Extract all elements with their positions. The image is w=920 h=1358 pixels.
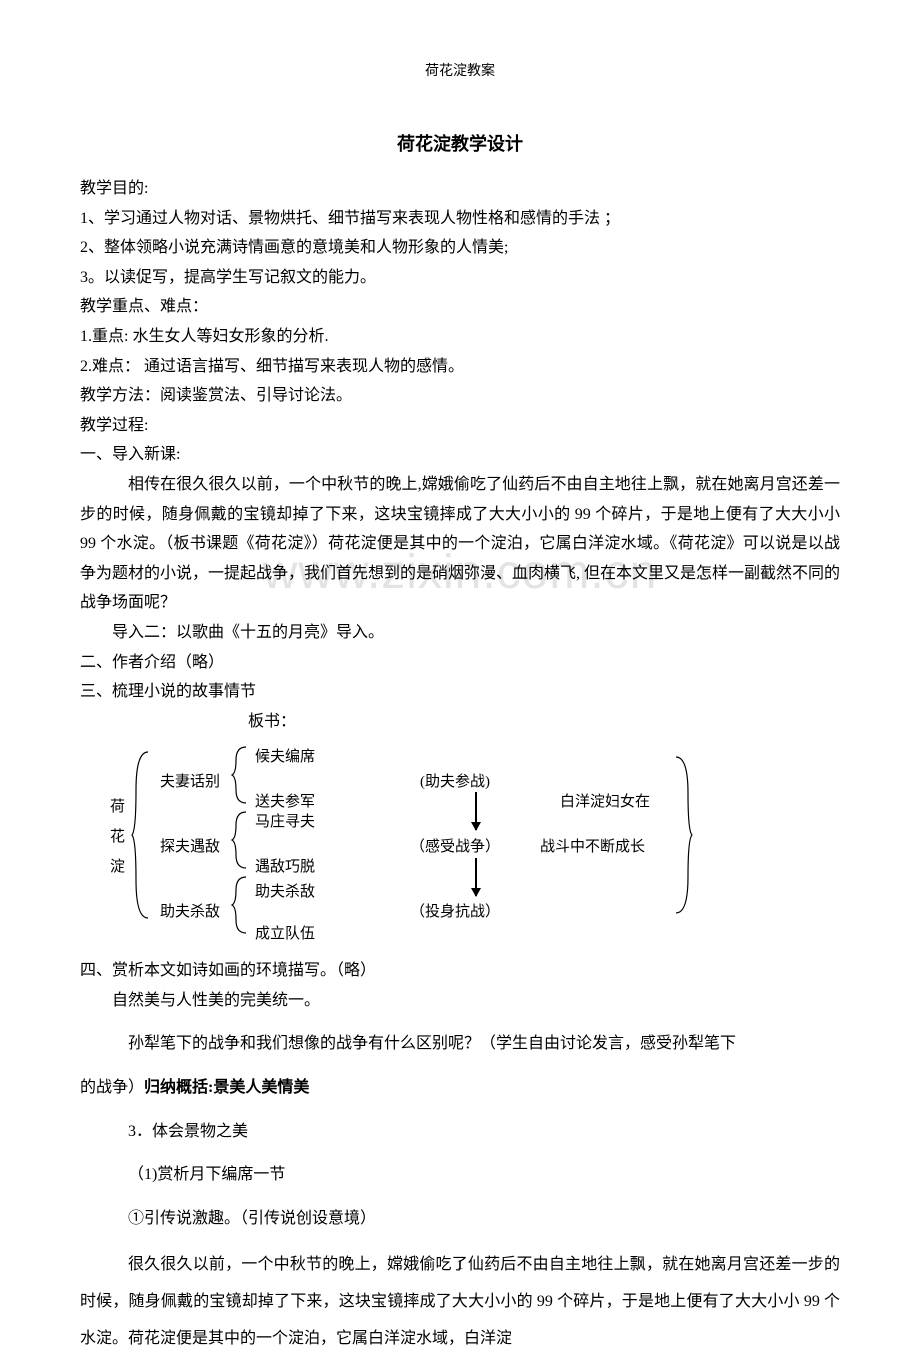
section-1: 一、导入新课: [80,440,840,470]
mid1: (助夫参战) [420,770,490,791]
g3-label: 助夫杀敌 [160,900,220,921]
g1-a: 候夫编席 [255,745,315,766]
focus-2: 2.难点： 通过语言描写、细节描写来表现人物的感情。 [80,352,840,382]
objective-1: 1、学习通过人物对话、景物烘托、细节描写来表现人物性格和感情的手法 ； [80,204,840,234]
running-header: 荷花淀教案 [80,60,840,80]
focus-label: 教学重点、难点： [80,292,840,322]
section-4-q2: 的战争）归纳概括:景美人美情美 [80,1073,840,1103]
section-4-d: ①引传说激趣。（引传说创设意境） [80,1204,840,1234]
brace-g3 [230,875,250,935]
section-4-q2-pre: 的战争） [80,1079,144,1096]
g2-a: 马庄寻夫 [255,810,315,831]
section-2: 二、作者介绍（略） [80,648,840,678]
section-4-c: （1)赏析月下编席一节 [80,1160,840,1190]
document-title: 荷花淀教学设计 [80,130,840,156]
g3-a: 助夫杀敌 [255,880,315,901]
brace-g1 [230,745,250,805]
section-4: 四、赏析本文如诗如画的环境描写。（略） [80,956,840,986]
g3-b: 成立队伍 [255,922,315,943]
g2-b: 遇敌巧脱 [255,855,315,876]
section-4-e: 很久很久以前，一个中秋节的晚上，嫦娥偷吃了仙药后不由自主地往上飘，就在她离月宫还… [80,1247,840,1357]
section-4-b: 3．体会景物之美 [80,1117,840,1147]
section-3-board: 板书： [80,707,840,737]
right2: 战斗中不断成长 [540,835,645,856]
objective-2: 2、整体领略小说充满诗情画意的意境美和人物形象的人情美; [80,233,840,263]
method: 教学方法：阅读鉴赏法、引导讨论法。 [80,381,840,411]
focus-1: 1.重点: 水生女人等妇女形象的分析. [80,322,840,352]
root-3: 淀 [110,855,125,876]
plot-diagram: 荷 花 淀 夫妻话别 候夫编席 送夫参军 探夫遇敌 马庄寻夫 遇敌巧脱 助夫杀敌… [80,740,840,950]
page-content: 荷花淀教案 荷花淀教学设计 教学目的: 1、学习通过人物对话、景物烘托、细节描写… [80,60,840,1358]
g2-label: 探夫遇敌 [160,835,220,856]
objectives-label: 教学目的: [80,174,840,204]
brace-right [672,755,694,915]
root-2: 花 [110,825,125,846]
objective-3: 3。以读促写，提高学生写记叙文的能力。 [80,263,840,293]
section-1-body: 相传在很久很久以前，一个中秋节的晚上,嫦娥偷吃了仙药后不由自主地往上飘，就在她离… [80,470,840,618]
right1: 白洋淀妇女在 [560,790,650,811]
process-label: 教学过程: [80,411,840,441]
brace-g2 [230,810,250,870]
section-1-lead2: 导入二：以歌曲《十五的月亮》导入。 [80,618,840,648]
arrow-1 [475,792,477,830]
section-4-q: 孙犁笔下的战争和我们想像的战争有什么区别呢？（学生自由讨论发言，感受孙犁笔下 [80,1029,840,1059]
brace-root [130,750,152,920]
g1-label: 夫妻话别 [160,770,220,791]
g1-b: 送夫参军 [255,790,315,811]
section-3: 三、梳理小说的故事情节 [80,677,840,707]
mid2: （感受战争） [410,835,500,856]
root-1: 荷 [110,795,125,816]
section-4-summary: 归纳概括:景美人美情美 [144,1079,309,1096]
arrow-2 [475,858,477,896]
mid3: （投身抗战） [410,900,500,921]
section-4-a: 自然美与人性美的完美统一。 [80,986,840,1016]
